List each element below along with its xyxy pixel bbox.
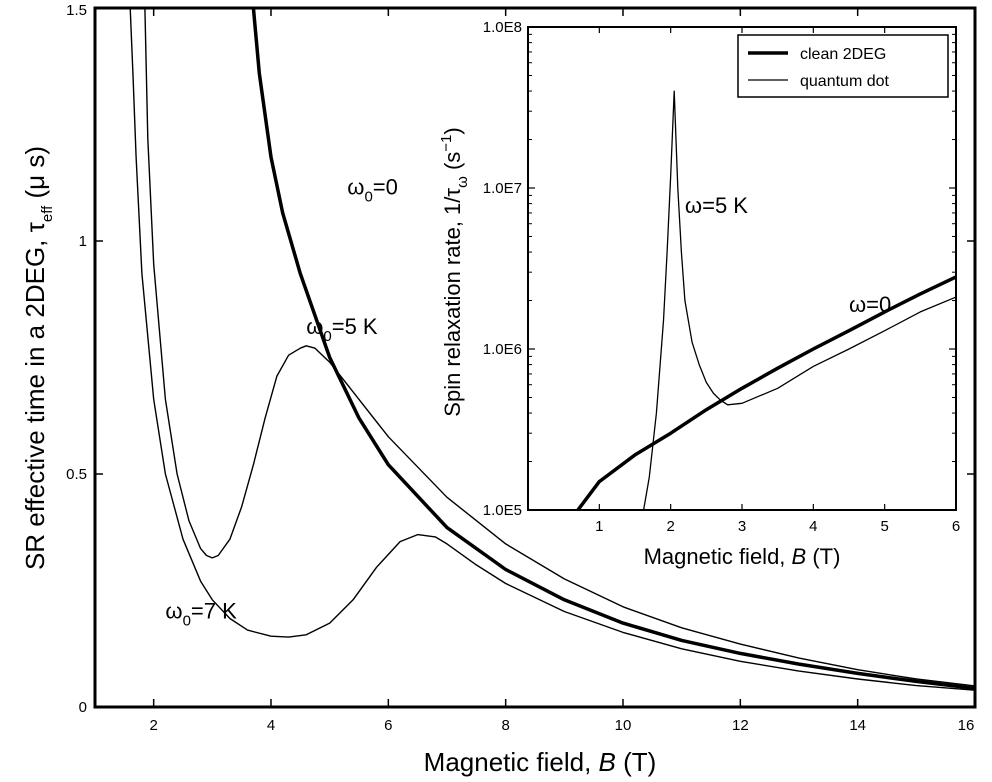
main-y-axis-title-text: SR effective time in a 2DEG, τ	[20, 221, 50, 570]
inset-annotation: ω=5 K	[685, 193, 748, 218]
inset-y-axis-title-close: )	[440, 127, 465, 134]
legend-label-clean-2deg: clean 2DEG	[800, 46, 886, 63]
main-y-tick-label: 1	[79, 233, 87, 250]
main-curves	[129, 8, 975, 691]
inset-y-tick-label: 1.0E7	[483, 180, 522, 197]
main-series-omega0_5K	[144, 8, 975, 687]
inset-x-axis-title-symbol: B	[792, 544, 807, 569]
main-plot-frame	[93, 6, 977, 709]
main-x-ticks: 2 4 6 8 10 12 14 16	[149, 8, 976, 734]
inset-y-axis-title-superscript: −1	[438, 135, 455, 152]
main-series-omega0_0	[251, 8, 975, 691]
main-x-tick-label: 16	[958, 717, 975, 734]
main-y-ticks: 0 0.5 1 1.5	[66, 2, 975, 716]
inset-y-axis-title: Spin relaxation rate, 1/τω (s−1)	[438, 127, 471, 416]
inset-x-axis-title: Magnetic field, B (T)	[644, 544, 841, 569]
main-series-omega0_7K	[129, 8, 975, 691]
inset-y-axis-title-text: Spin relaxation rate, 1/τ	[440, 188, 465, 417]
inset-y-tick-label: 1.0E8	[483, 19, 522, 36]
inset-series-omega_0	[576, 275, 956, 510]
inset-x-tick-label: 2	[666, 518, 674, 535]
inset-x-tick-label: 1	[595, 518, 603, 535]
main-annotation: ω0=0	[347, 174, 398, 205]
main-x-axis-title-text: Magnetic field,	[424, 747, 599, 777]
legend-label-quantum-dot: quantum dot	[800, 73, 890, 90]
inset-plot: 1 2 3 4 5 6 1.0E5 1.0E6 1.0E7 1.0E8 Magnetic fie…	[438, 19, 960, 569]
inset-y-tick-label: 1.0E5	[483, 502, 522, 519]
main-x-tick-label: 2	[149, 717, 157, 734]
inset-annotations: ω=5 K ω=0	[685, 193, 891, 317]
main-x-tick-label: 12	[732, 717, 749, 734]
main-annotation: ω0=5 K	[306, 314, 378, 345]
main-y-axis-title-unit: (μ s)	[20, 146, 50, 206]
inset-series-omega_5K	[642, 90, 956, 510]
main-annotation: ω0=7 K	[165, 598, 237, 629]
inset-background	[528, 27, 956, 510]
inset-x-ticks: 1 2 3 4 5 6	[595, 27, 960, 535]
inset-x-tick-label: 5	[880, 518, 888, 535]
inset-curves	[576, 90, 956, 510]
main-x-axis-title: Magnetic field, B (T)	[424, 747, 657, 777]
main-annotations: ω0=0 ω0=5 K ω0=7 K	[165, 174, 397, 629]
inset-legend: clean 2DEG quantum dot	[737, 34, 949, 98]
inset-y-tick-label: 1.0E6	[483, 341, 522, 358]
main-x-axis-title-unit: (T)	[616, 747, 656, 777]
main-plot: 2 4 6 8 10 12 14 16 00.511.5 Magnetic field, B …	[20, 2, 977, 777]
inset-x-axis-title-text: Magnetic field,	[644, 544, 792, 569]
main-x-tick-label: 14	[849, 717, 866, 734]
inset-y-axis-title-unit: (s	[440, 152, 465, 176]
main-x-tick-label: 8	[501, 717, 509, 734]
inset-y-ticks: 1.0E5 1.0E6 1.0E7 1.0E8	[483, 19, 956, 519]
main-y-axis-title-subscript: eff	[39, 205, 56, 222]
main-x-tick-label: 4	[267, 717, 275, 734]
main-x-tick-label: 10	[615, 717, 632, 734]
main-y-tick-label: 0	[79, 699, 87, 716]
inset-x-axis-title-unit: (T)	[806, 544, 840, 569]
main-y-tick-label: 0.5	[66, 466, 87, 483]
inset-x-tick-label: 6	[952, 518, 960, 535]
inset-y-axis-title-subscript: ω	[454, 176, 471, 188]
main-x-axis-title-symbol: B	[599, 747, 616, 777]
inset-annotation: ω=0	[849, 292, 891, 317]
legend-box	[737, 34, 949, 98]
inset-x-tick-label: 4	[809, 518, 817, 535]
main-y-tick-label: 1.5	[66, 2, 87, 19]
main-x-tick-label: 6	[384, 717, 392, 734]
main-y-axis-title: SR effective time in a 2DEG, τeff (μ s)	[20, 146, 56, 570]
inset-x-tick-label: 3	[738, 518, 746, 535]
